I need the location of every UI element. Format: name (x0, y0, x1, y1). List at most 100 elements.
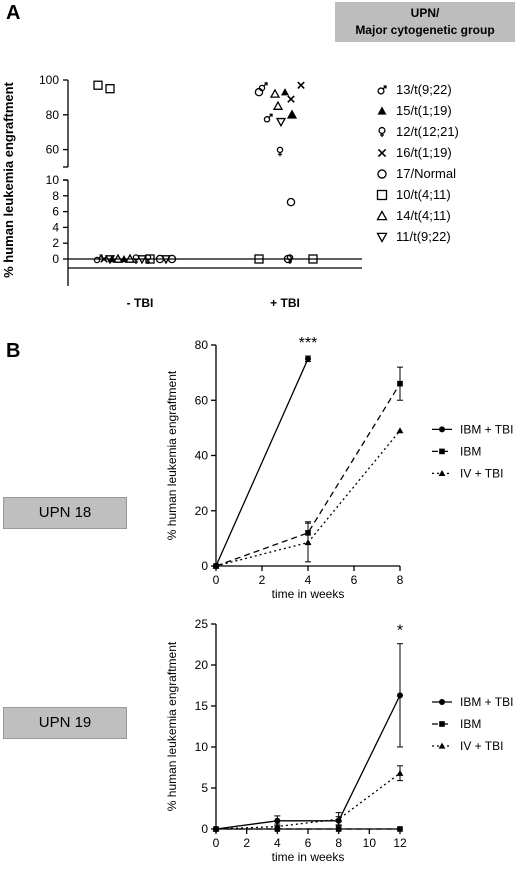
chart-1-legend-label: IBM + TBI (460, 422, 513, 436)
legend-marker-7 (376, 232, 388, 243)
point-minus-tbi-6-shape (124, 253, 136, 263)
legend-header-line-2: Major cytogenetic group (355, 23, 495, 37)
point-minus-tbi-7 (136, 255, 148, 265)
chart-2-legend-marker-1-shape (439, 721, 445, 727)
chart-1-series-line-1 (215, 383, 401, 567)
point-plus-tbi-7 (275, 117, 287, 128)
chart-2-data-point-1-shape (397, 826, 403, 832)
chart-1-legend-marker-1-shape (439, 448, 445, 455)
point-minus-tbi-7-shape (136, 255, 148, 265)
point-minus-tbi-6-shape (112, 253, 124, 263)
chart-2-data-point-2-shape (396, 769, 404, 776)
point-plus-tbi-4 (286, 197, 296, 207)
chart-2-legend-label: IBM + TBI (460, 695, 513, 709)
point-minus-tbi-0-shape (93, 256, 101, 264)
legend-marker-0-arrow (382, 85, 387, 90)
point-plus-tbi-4 (254, 87, 264, 97)
chart-2-x-tick-label: 10 (363, 836, 377, 850)
x-category-label: + TBI (270, 296, 300, 310)
point-plus-tbi-3 (297, 81, 305, 89)
point-plus-tbi-1 (288, 110, 296, 118)
y-tick-label: 80 (46, 108, 60, 122)
point-minus-tbi-1 (120, 255, 128, 263)
chart-2-data-point-2-shape (335, 815, 343, 822)
legend-marker-2 (378, 126, 386, 137)
chart-2-series-line-2 (215, 772, 401, 830)
point-plus-tbi-7-shape (275, 117, 287, 128)
chart-1-legend-marker-0-shape (439, 426, 445, 433)
chart-2-data-point-0-shape (274, 817, 281, 824)
legend-marker-4-shape (377, 169, 387, 179)
point-plus-tbi-0-shape (263, 116, 271, 123)
chart-1-data-point-2 (212, 562, 220, 569)
chart-2-y-tick-label: 20 (195, 658, 209, 672)
point-plus-tbi-4 (283, 254, 293, 264)
point-minus-tbi-7 (160, 255, 172, 265)
chart-1-legend-label: IV + TBI (460, 466, 503, 480)
chart-2-significance-annotation: * (397, 623, 403, 640)
point-minus-tbi-7-shape (104, 255, 116, 265)
chart-2-data-point-2-shape (212, 825, 220, 832)
y-tick-label: 8 (52, 189, 59, 203)
point-plus-tbi-6 (269, 88, 281, 98)
legend-marker-2-shape (378, 126, 386, 135)
chart-2-legend-marker-1 (439, 721, 445, 727)
chart-1-data-point-2-shape (304, 539, 312, 546)
legend-header-line-1: UPN/ (410, 6, 440, 20)
point-plus-tbi-0-arrow (268, 113, 273, 118)
legend-label: 12/t(12;21) (396, 124, 459, 139)
chart-1-x-tick-label: 6 (351, 573, 358, 587)
legend-header: UPN/ Major cytogenetic group (335, 2, 515, 42)
point-plus-tbi-1-shape (288, 110, 296, 118)
chart-2-y-tick-label: 0 (201, 822, 208, 836)
chart-1-legend-label: IBM (460, 444, 481, 458)
chart-1-legend-marker-2 (438, 470, 446, 476)
point-plus-tbi-6 (286, 109, 298, 119)
chart-2-x-tick-label: 12 (393, 836, 407, 850)
legend-label: 10/t(4;11) (396, 187, 451, 202)
point-plus-tbi-2-shape (276, 146, 284, 154)
panel-b-letter: B (6, 340, 21, 362)
chart-1-x-tick-label: 8 (397, 573, 404, 587)
chart-2-y-tick-label: 25 (195, 617, 209, 631)
y-tick-label: 4 (52, 220, 59, 234)
chart-2-series-line-0 (215, 695, 401, 830)
chart-2-x-axis-label: time in weeks (272, 850, 345, 864)
y-tick-label: 6 (52, 205, 59, 219)
chart-1-data-point-0 (305, 355, 311, 362)
point-minus-tbi-5-shape (93, 80, 103, 90)
legend-marker-3 (377, 148, 387, 158)
point-plus-tbi-6 (272, 100, 284, 110)
y-tick-label: 10 (46, 173, 60, 187)
chart-1-data-point-2 (396, 427, 404, 434)
chart-2-x-tick-label: 4 (274, 836, 281, 850)
chart-2-legend-label: IV + TBI (460, 739, 503, 753)
chart-1-y-axis-label: % human leukemia engraftment (165, 370, 179, 540)
point-plus-tbi-0-arrow (263, 82, 268, 87)
point-plus-tbi-0 (263, 113, 273, 123)
chart-2-data-point-0 (274, 817, 281, 824)
y-tick-label: 100 (39, 73, 59, 87)
legend-marker-6 (376, 210, 388, 221)
legend-label: 17/Normal (396, 166, 456, 181)
point-plus-tbi-2 (276, 146, 284, 157)
point-plus-tbi-2-cross (278, 152, 282, 157)
legend-label: 15/t(1;19) (396, 103, 452, 118)
panel-a-letter: A (6, 2, 21, 24)
point-plus-tbi-1 (281, 88, 289, 96)
chart-2-data-point-2 (396, 769, 404, 776)
point-minus-tbi-6 (124, 253, 136, 263)
legend-marker-6-shape (376, 210, 388, 221)
chart-1-series-line-0 (215, 358, 309, 567)
legend-marker-5-shape (376, 189, 388, 201)
y-axis-label: % human leukemia engraftment (1, 81, 16, 277)
chart-2-x-tick-label: 8 (335, 836, 342, 850)
point-minus-tbi-5 (93, 80, 103, 90)
point-plus-tbi-5-shape (308, 254, 318, 264)
point-plus-tbi-1-shape (281, 88, 289, 96)
point-minus-tbi-5-shape (145, 254, 155, 264)
point-plus-tbi-5 (308, 254, 318, 264)
chart-2-data-point-0 (397, 692, 403, 699)
chart-1-y-tick-label: 60 (195, 393, 209, 407)
legend-marker-5 (376, 189, 388, 201)
